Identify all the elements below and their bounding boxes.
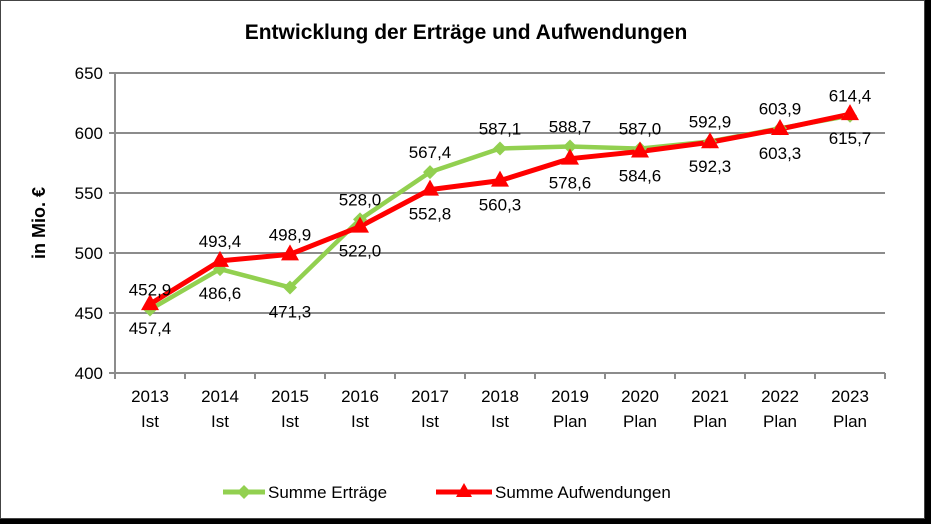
data-label: 584,6: [619, 166, 662, 185]
y-tick-label: 500: [75, 244, 103, 263]
y-tick-labels: 400 450 500 550 600 650: [75, 64, 103, 383]
axes: [109, 72, 886, 379]
y-tick-label: 450: [75, 304, 103, 323]
x-tick-label-year: 2020: [621, 387, 659, 406]
y-axis-label: in Mio. €: [29, 187, 49, 259]
y-tick-label: 600: [75, 124, 103, 143]
marker-triangle: [771, 119, 789, 136]
x-tick-label-year: 2019: [551, 387, 589, 406]
x-tick-label-year: 2018: [481, 387, 519, 406]
marker-diamond: [423, 165, 437, 180]
marker-triangle: [561, 148, 579, 165]
x-tick-label-kind: Plan: [693, 412, 727, 431]
x-tick-label-kind: Ist: [211, 412, 229, 431]
x-tick-label-kind: Ist: [141, 412, 159, 431]
x-tick-label-kind: Plan: [833, 412, 867, 431]
data-label: 587,0: [619, 120, 662, 139]
x-tick-label-year: 2015: [271, 387, 309, 406]
data-label: 603,9: [759, 99, 802, 118]
x-tick-label-kind: Plan: [553, 412, 587, 431]
marker-triangle: [491, 170, 509, 187]
y-tick-label: 650: [75, 64, 103, 83]
data-labels: 452,9 486,6 471,3 528,0 567,4 587,1 588,7 587,0…: [129, 87, 872, 338]
y-tick-label: 550: [75, 184, 103, 203]
data-label: 603,3: [759, 144, 802, 163]
data-label: 498,9: [269, 225, 312, 244]
data-label: 592,9: [689, 113, 732, 132]
data-label: 588,7: [549, 118, 592, 137]
marker-triangle: [841, 104, 859, 121]
data-label: 471,3: [269, 302, 312, 321]
x-tick-label-kind: Ist: [281, 412, 299, 431]
data-label: 615,7: [829, 129, 872, 148]
data-label: 614,4: [829, 87, 872, 106]
data-label: 592,3: [689, 157, 732, 176]
x-tick-labels: 2013 Ist 2014 Ist 2015 Ist 2016 Ist 2017 Ist 2018 I…: [131, 387, 869, 431]
marker-triangle: [701, 132, 719, 149]
x-tick-label-year: 2023: [831, 387, 869, 406]
data-label: 457,4: [129, 319, 172, 338]
marker-triangle: [351, 216, 369, 233]
data-label: 552,8: [409, 205, 452, 224]
legend-label: Summe Erträge: [268, 483, 387, 502]
marker-triangle: [421, 179, 439, 196]
data-label: 486,6: [199, 284, 242, 303]
x-tick-label-kind: Plan: [623, 412, 657, 431]
data-label: 560,3: [479, 196, 522, 215]
data-label: 578,6: [549, 174, 592, 193]
chart-title: Entwicklung der Erträge und Aufwendungen: [245, 21, 688, 44]
marker-diamond: [283, 280, 297, 295]
legend-label: Summe Aufwendungen: [495, 483, 671, 502]
data-label: 493,4: [199, 232, 242, 251]
marker-diamond: [493, 141, 507, 156]
data-label: 587,1: [479, 119, 522, 138]
marker-triangle: [281, 244, 299, 261]
x-tick-label-year: 2014: [201, 387, 239, 406]
legend: Summe Erträge Summe Aufwendungen: [223, 483, 671, 502]
x-tick-label-year: 2022: [761, 387, 799, 406]
legend-marker-triangle: [456, 483, 472, 497]
x-tick-label-kind: Ist: [351, 412, 369, 431]
data-label: 567,4: [409, 143, 452, 162]
legend-marker-diamond: [237, 485, 251, 499]
x-tick-label-year: 2013: [131, 387, 169, 406]
marker-triangle: [631, 141, 649, 158]
x-tick-label-year: 2017: [411, 387, 449, 406]
series-markers: [141, 104, 859, 317]
marker-triangle: [211, 250, 229, 267]
data-label: 522,0: [339, 242, 382, 261]
x-tick-label-kind: Ist: [491, 412, 509, 431]
x-tick-label-kind: Plan: [763, 412, 797, 431]
marker-diamond: [563, 139, 577, 154]
x-tick-label-year: 2021: [691, 387, 729, 406]
marker-triangle: [141, 294, 159, 311]
x-tick-label-kind: Ist: [421, 412, 439, 431]
y-tick-label: 400: [75, 364, 103, 383]
x-tick-label-year: 2016: [341, 387, 379, 406]
gridlines: [115, 72, 885, 314]
data-label: 528,0: [339, 190, 382, 209]
data-label: 452,9: [129, 281, 172, 300]
